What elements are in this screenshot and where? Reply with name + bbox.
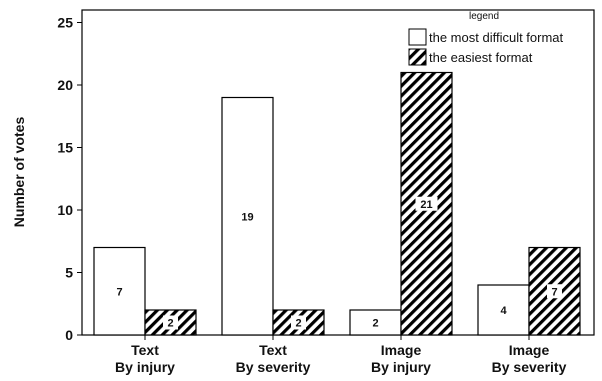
x-tick-label: By severity	[492, 359, 567, 375]
legend: legend the most difficult format the eas…	[408, 11, 564, 66]
data-label: 2	[167, 318, 173, 330]
data-label: 2	[372, 318, 378, 330]
legend-title: legend	[469, 11, 499, 22]
data-label-bg	[163, 315, 178, 330]
legend-swatch-difficult	[408, 28, 427, 46]
x-tick-label: Text	[259, 342, 287, 358]
y-tick-label: 15	[57, 140, 73, 156]
bar-easiest-3	[528, 246, 581, 336]
plot-area-frame	[81, 9, 595, 336]
data-label-bg	[415, 196, 438, 211]
y-axis-ticks: 0 5 10 15 20 25	[57, 15, 82, 343]
data-label: 4	[500, 305, 507, 317]
data-label: 7	[551, 286, 557, 298]
bar-difficult-0	[93, 246, 146, 336]
bar-difficult-3	[477, 284, 530, 336]
legend-label-difficult: the most difficult format	[429, 30, 564, 45]
y-tick-label: 25	[57, 15, 73, 31]
bar-difficult-1	[221, 96, 274, 336]
data-label: 2	[295, 318, 301, 330]
x-tick-label: Text	[131, 342, 159, 358]
y-tick-label: 10	[57, 202, 73, 218]
y-tick-label: 20	[57, 77, 73, 93]
data-label-bg	[547, 284, 562, 299]
data-label: 21	[420, 199, 432, 211]
y-tick-label: 0	[65, 327, 73, 343]
y-axis-label: Number of votes	[11, 117, 27, 228]
x-tick-label: By injury	[115, 359, 175, 375]
x-tick-label: By severity	[236, 359, 311, 375]
x-tick-label: By injury	[371, 359, 431, 375]
data-label: 19	[241, 211, 253, 223]
data-label: 7	[116, 286, 122, 298]
y-tick-label: 5	[65, 265, 73, 281]
legend-label-easiest: the easiest format	[429, 50, 533, 65]
data-label-bg	[291, 315, 306, 330]
x-tick-label: Image	[381, 342, 422, 358]
x-tick-label: Image	[509, 342, 550, 358]
legend-swatch-easiest	[408, 48, 427, 66]
bar-difficult-2	[349, 309, 402, 336]
bars: 7 2 19 2 2 21 4 7	[93, 71, 581, 336]
